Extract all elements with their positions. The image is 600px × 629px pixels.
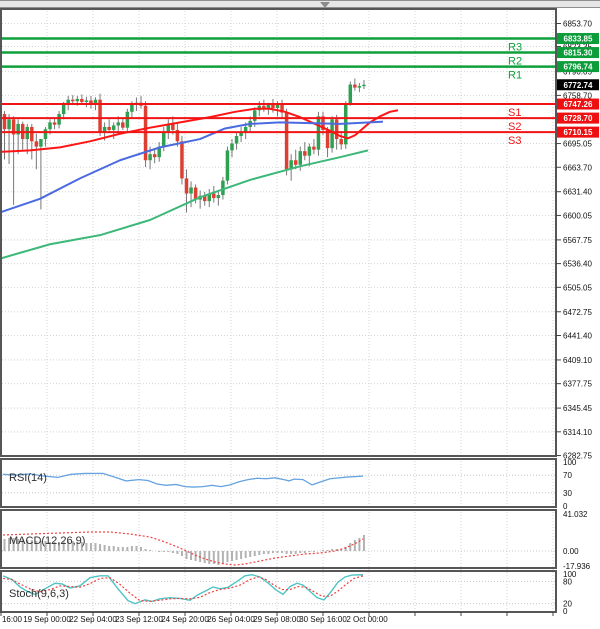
indicator-tick-label: 20 — [563, 600, 572, 609]
svg-text:6815.30: 6815.30 — [564, 49, 593, 58]
price-tick-label: 6441.40 — [563, 331, 592, 340]
level-label-s1: S1 — [508, 107, 521, 119]
resistance-price-tag-r1 — [557, 61, 599, 73]
ma-mid-blue-line — [0, 120, 384, 214]
svg-text:6710.15: 6710.15 — [564, 128, 593, 137]
svg-text:6747.26: 6747.26 — [564, 100, 593, 109]
indicator-tick-label: 30 — [563, 489, 572, 498]
macd-panel-title: MACD(12,26,9) — [9, 535, 86, 547]
level-label-r3: R3 — [508, 42, 522, 54]
time-axis-label: 23 Sep 12:00 — [115, 615, 163, 624]
price-tick-label: 6314.10 — [563, 428, 592, 437]
svg-text:6796.74: 6796.74 — [564, 63, 593, 72]
pivot-level-lines — [2, 37, 556, 134]
price-tick-label: 6631.40 — [563, 188, 592, 197]
time-axis-label: 22 Sep 04:00 — [69, 615, 117, 624]
indicator-tick-label: 70 — [563, 471, 572, 480]
rsi-panel-title: RSI(14) — [9, 472, 47, 484]
price-tick-label: 6853.70 — [563, 20, 592, 29]
time-axis-label: 26 Sep 04:00 — [207, 615, 255, 624]
time-axis-label: 30 Sep 16:00 — [299, 615, 347, 624]
price-tick-label: 6505.05 — [563, 283, 592, 292]
price-tick-label: 6758.70 — [563, 91, 592, 100]
main-horizontal-gridlines — [2, 23, 556, 457]
rsi-series — [2, 472, 364, 488]
indicator-tick-label: 0 — [563, 607, 568, 616]
support-price-tag-s1 — [557, 98, 599, 110]
time-axis-label: 29 Sep 08:00 — [253, 615, 301, 624]
subpanel-gridlines — [2, 474, 556, 605]
indicator-tick-label: 100 — [563, 570, 577, 579]
time-axis-label: 24 Sep 20:00 — [161, 615, 209, 624]
panel-borders — [0, 8, 557, 613]
macd-histogram — [3, 535, 365, 565]
price-tick-label: 6823.35 — [563, 42, 592, 51]
price-tick-label: 6377.75 — [563, 380, 592, 389]
price-axis-labels: 6853.70 6823.35 6790.05 6758.70 6695.05 6663.… — [556, 20, 592, 461]
price-tick-label: 6600.05 — [563, 211, 592, 220]
indicator-tick-label: 100 — [563, 458, 577, 467]
price-tick-label: 6695.05 — [563, 140, 592, 149]
indicator-tick-label: -17.936 — [563, 562, 591, 571]
chart-scrollbar[interactable] — [0, 0, 600, 8]
price-tick-label: 6567.75 — [563, 236, 592, 245]
stoch-panel-border — [0, 570, 557, 613]
indicator-tick-label: 0.00 — [563, 547, 579, 556]
support-price-tag-s2 — [557, 112, 599, 124]
level-label-r1: R1 — [508, 70, 522, 82]
pivot-level-labels: R3 R2 R1 S1 S2 S3 — [508, 42, 522, 148]
rsi-panel-border — [0, 458, 557, 508]
scrollbar-position-marker-icon[interactable] — [320, 2, 330, 8]
resistance-price-tag-r3 — [557, 33, 599, 45]
level-price-tags: 6833.85 6815.30 6796.74 6747.26 6728.70 6710.… — [557, 33, 599, 138]
svg-text:6772.74: 6772.74 — [564, 81, 593, 90]
time-axis-label: 19 Sep 00:00 — [23, 615, 71, 624]
ma-slow-green-line — [0, 149, 369, 260]
price-tick-label: 6282.75 — [563, 452, 592, 461]
indicator-tick-label: 0 — [563, 502, 568, 511]
current-price-tag — [557, 79, 599, 91]
macd-panel-border — [0, 509, 557, 569]
price-tick-label: 6345.45 — [563, 404, 592, 413]
price-tick-label: 6409.10 — [563, 356, 592, 365]
level-label-r2: R2 — [508, 56, 522, 68]
resistance-price-tag-r2 — [557, 47, 599, 59]
stoch-d-line — [2, 575, 364, 602]
vertical-gridlines — [0, 11, 554, 611]
price-tick-label: 6663.70 — [563, 163, 592, 172]
indicator-tick-label: 80 — [563, 577, 572, 586]
svg-text:6728.70: 6728.70 — [564, 114, 593, 123]
level-label-s3: S3 — [508, 135, 521, 147]
support-price-tag-s3 — [557, 126, 599, 138]
level-label-s2: S2 — [508, 121, 521, 133]
price-tick-label: 6536.40 — [563, 260, 592, 269]
stoch-k-line — [2, 574, 364, 605]
candle-wicks — [4, 78, 365, 213]
time-axis-label: 16:00 — [2, 615, 23, 624]
main-chart-border — [0, 8, 557, 457]
ma-fast-red-line — [0, 107, 399, 153]
price-tick-label: 6472.75 — [563, 308, 592, 317]
time-axis-label: 2 Oct 00:00 — [346, 615, 388, 624]
stoch-panel-title: Stoch(9,6,3) — [9, 588, 69, 600]
svg-text:6833.85: 6833.85 — [564, 35, 593, 44]
indicator-tick-label: 41.032 — [563, 510, 588, 519]
price-tick-label: 6790.05 — [563, 68, 592, 77]
